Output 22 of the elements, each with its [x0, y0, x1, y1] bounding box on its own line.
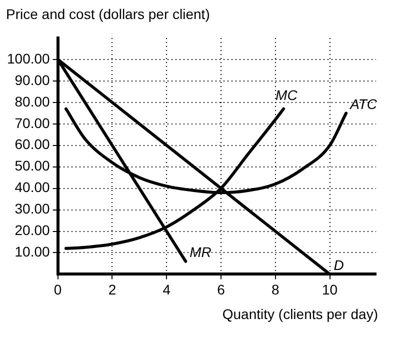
y-tick-label: 60.00	[14, 136, 50, 152]
x-tick-label: 4	[162, 281, 171, 298]
series-label: ATC	[349, 96, 378, 112]
x-tick-label: 10	[322, 281, 338, 298]
y-tick-label: 50.00	[14, 158, 50, 174]
y-tick-label: 20.00	[14, 222, 50, 238]
series-label: MC	[276, 86, 298, 103]
series-label: MR	[190, 244, 212, 260]
y-tick-label: 100.00	[6, 50, 50, 66]
x-tick-label: 2	[108, 281, 116, 298]
y-tick-label: 80.00	[14, 93, 50, 110]
x-tick-label: 8	[271, 281, 280, 298]
series-label: D	[334, 257, 344, 274]
y-tick-label: 90.00	[14, 72, 50, 88]
y-tick-label: 30.00	[14, 200, 50, 217]
y-axis-title: Price and cost (dollars per client)	[6, 6, 210, 22]
x-tick-label: 0	[54, 281, 62, 298]
x-axis-title: Quantity (clients per day)	[222, 306, 378, 322]
y-tick-label: 40.00	[14, 179, 50, 196]
x-tick-label: 6	[217, 281, 226, 298]
y-tick-label: 10.00	[14, 244, 50, 260]
y-tick-label: 70.00	[14, 114, 50, 131]
